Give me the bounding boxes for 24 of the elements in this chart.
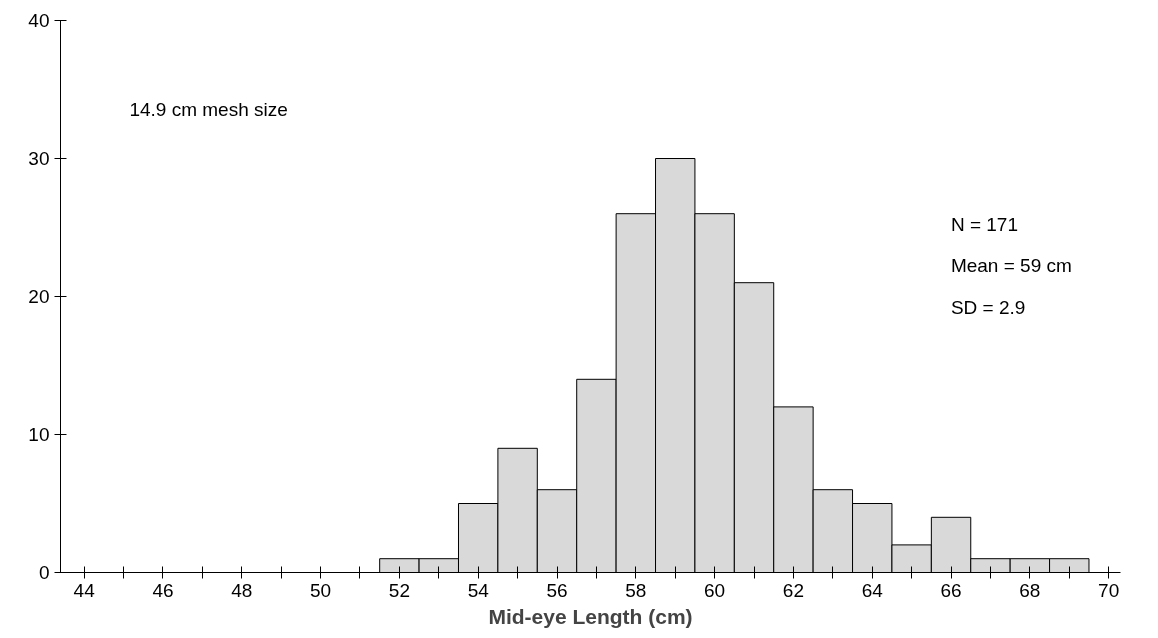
annotation: Mean = 59 cm xyxy=(950,255,1072,277)
x-tick-label: 44 xyxy=(73,579,96,601)
x-tick-label: 46 xyxy=(152,579,174,601)
y-tick-label: 30 xyxy=(28,148,50,169)
x-tick-label: 66 xyxy=(940,579,962,601)
annotation: 14.9 cm mesh size xyxy=(129,99,288,121)
x-tick-label: 56 xyxy=(546,579,568,601)
x-tick-label: 52 xyxy=(388,579,410,601)
x-tick-label: 60 xyxy=(704,579,726,601)
x-tick-label: 68 xyxy=(1019,579,1041,601)
x-tick-label: 54 xyxy=(467,579,490,601)
x-tick-label: 64 xyxy=(861,579,884,601)
y-tick-label: 0 xyxy=(38,562,50,583)
y-tick-label: 20 xyxy=(28,286,50,307)
x-tick-label: 48 xyxy=(231,579,253,601)
annotation: N = 171 xyxy=(950,213,1018,235)
x-tick-label: 58 xyxy=(625,579,647,601)
annotation: SD = 2.9 xyxy=(950,296,1026,318)
y-tick-label: 10 xyxy=(28,424,50,445)
x-tick-label: 70 xyxy=(1098,579,1120,601)
y-tick-label: 40 xyxy=(28,10,50,31)
x-tick-label: 62 xyxy=(782,579,805,601)
x-tick-label: 50 xyxy=(310,579,332,601)
x-axis-title: Mid-eye Length (cm) xyxy=(488,604,693,628)
